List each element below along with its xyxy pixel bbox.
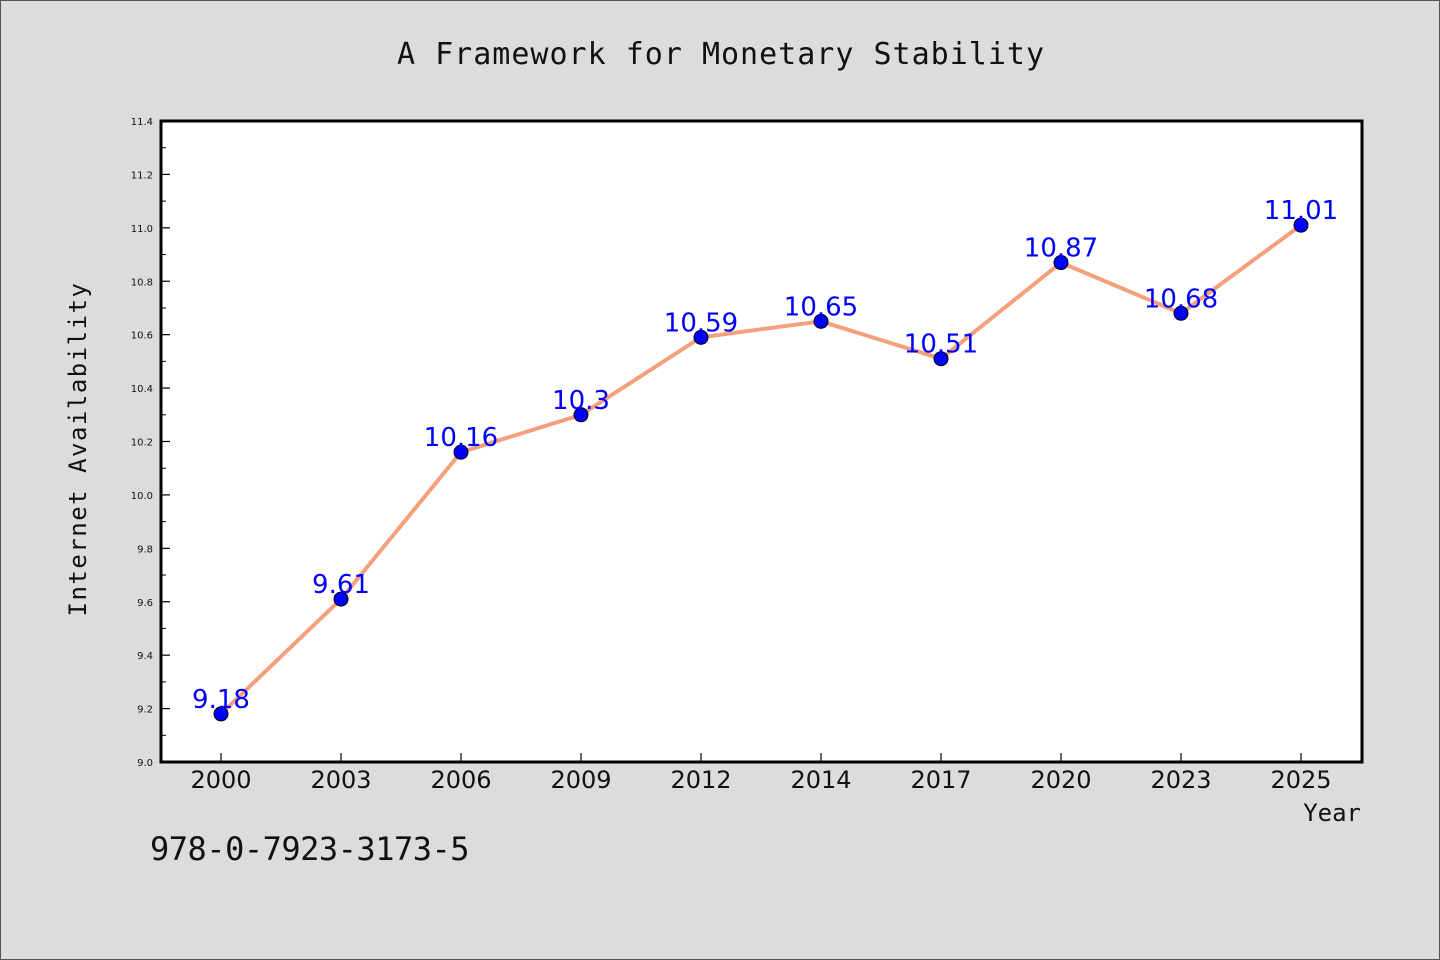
data-label: 10.59 [664,308,738,338]
data-labels: 9.18 9.61 10.16 10.3 10.59 10.65 10.51 10.87 10.… [192,196,1338,715]
data-point [1293,217,1309,233]
data-label: 10.87 [1024,234,1098,264]
x-tick-label: 2000 [190,766,251,794]
data-point [813,313,829,329]
x-tick-label: 2009 [550,766,611,794]
data-label: 10.3 [552,386,610,416]
data-label: 9.61 [312,570,370,600]
isbn-label: 978-0-7923-3173-5 [150,830,470,868]
x-axis-ticks: 2000 2003 2006 2009 2012 2014 2017 2020 2023 2025 [190,753,1332,794]
x-axis-label: Year [1303,799,1361,827]
y-axis-label: Internet Availability [64,282,92,617]
x-tick-label: 2017 [910,766,971,794]
data-point [933,351,949,367]
y-tick-label: 9.6 [137,598,153,609]
x-tick-label: 2003 [310,766,371,794]
series-line [219,223,1303,716]
data-point [453,444,469,460]
data-label: 10.51 [904,330,978,360]
data-label: 11.01 [1264,196,1338,226]
y-tick-label: 10.0 [131,491,153,502]
data-label: 9.18 [192,685,250,715]
x-tick-label: 2006 [430,766,491,794]
y-tick-label: 9.0 [137,758,153,769]
y-tick-label: 11.2 [131,170,153,181]
data-label: 10.68 [1144,284,1218,314]
y-tick-label: 11.0 [131,224,153,235]
y-tick-label: 10.2 [131,438,153,449]
y-tick-label: 9.4 [137,651,153,662]
data-label: 10.65 [784,292,858,322]
x-tick-label: 2012 [670,766,731,794]
data-point [573,407,589,423]
x-tick-label: 2020 [1030,766,1091,794]
data-point [693,329,709,345]
series-line-group [219,223,1303,716]
plot-area [159,119,1364,764]
y-tick-label: 10.8 [131,277,153,288]
y-tick-label: 11.4 [131,117,153,128]
x-tick-label: 2023 [1150,766,1211,794]
y-tick-label: 10.6 [131,331,153,342]
x-tick-label: 2014 [790,766,851,794]
x-tick-label: 2025 [1270,766,1331,794]
data-label: 10.16 [424,423,498,453]
y-tick-label: 9.2 [137,705,153,716]
chart-title: A Framework for Monetary Stability [397,37,1045,72]
y-axis-ticks: 9.0 9.2 9.4 9.6 9.8 10.0 10.2 10.4 10.6 10.8 11.0 1… [131,117,170,769]
data-point [1053,255,1069,271]
y-tick-label: 9.8 [137,544,153,555]
y-tick-label: 10.4 [131,384,153,395]
data-points [213,217,1309,722]
data-point [333,591,349,607]
data-point [213,706,229,722]
data-point [1173,305,1189,321]
